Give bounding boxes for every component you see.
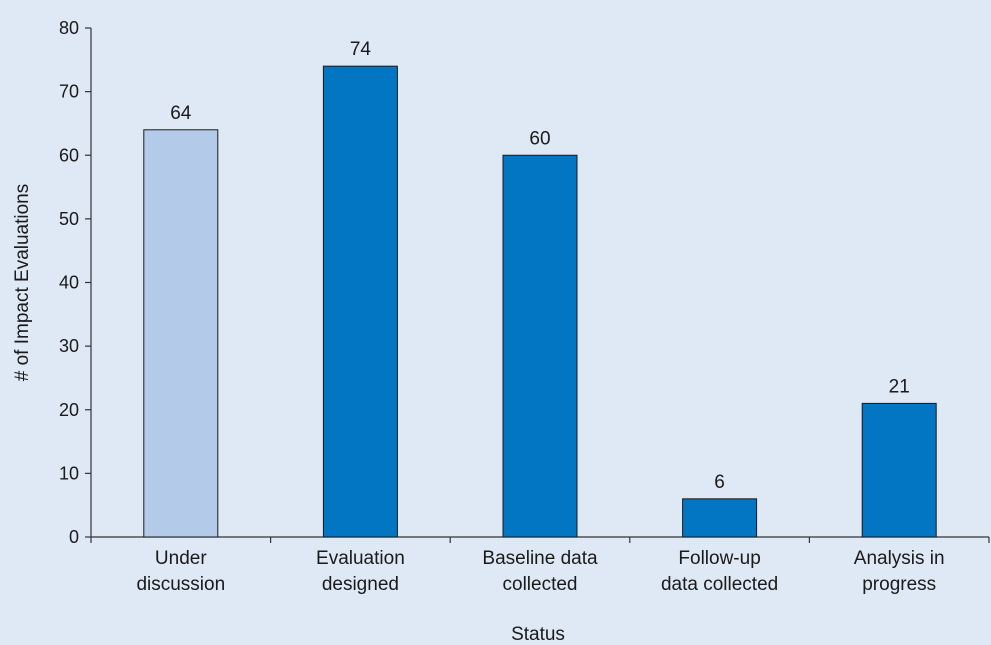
data-label: 74 — [350, 39, 372, 60]
y-tick-label: 60 — [59, 145, 79, 165]
x-tick-label: progress — [862, 574, 936, 595]
x-tick-label: discussion — [136, 574, 225, 595]
y-tick-label: 30 — [59, 336, 79, 356]
data-label: 6 — [714, 472, 725, 493]
bar — [861, 402, 937, 538]
x-axis — [90, 536, 990, 543]
y-tick-label: 70 — [59, 82, 79, 102]
y-axis: 0 10 20 30 40 50 60 70 80 — [59, 18, 92, 547]
bar — [682, 498, 758, 538]
y-tick-label: 50 — [59, 209, 79, 229]
y-tick-label: 10 — [59, 463, 79, 483]
bars — [143, 65, 937, 538]
x-tick-label: Under — [155, 548, 207, 569]
x-tick-label: Evaluation — [316, 548, 405, 569]
y-tick-label: 40 — [59, 273, 79, 293]
x-axis-title: Status — [511, 624, 565, 645]
y-axis-title: # of Impact Evaluations — [12, 184, 33, 382]
bar — [143, 129, 219, 538]
x-tick-label: data collected — [661, 574, 778, 595]
category-labels: Under discussion Evaluation designed Baselin… — [136, 548, 944, 595]
data-label: 64 — [170, 103, 192, 124]
x-tick-label: collected — [503, 574, 578, 595]
y-tick-label: 20 — [59, 400, 79, 420]
bar — [322, 65, 398, 538]
data-label: 60 — [529, 128, 550, 149]
x-tick-label: designed — [322, 574, 399, 595]
x-tick-label: Baseline data — [482, 548, 598, 569]
y-tick-label: 80 — [59, 18, 79, 38]
x-tick-label: Analysis in — [854, 548, 945, 569]
x-tick-label: Follow-up — [678, 548, 760, 569]
bar — [502, 154, 578, 538]
y-tick-label: 0 — [69, 527, 79, 547]
data-labels: 64 74 60 6 21 — [170, 39, 910, 493]
data-label: 21 — [889, 376, 910, 397]
